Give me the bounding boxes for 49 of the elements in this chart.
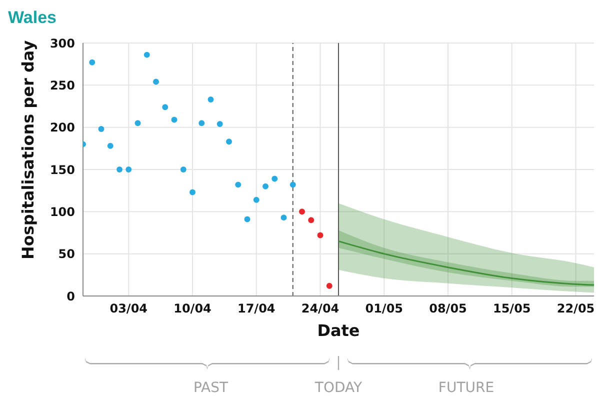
point [198,120,205,126]
point [126,166,132,172]
point [89,59,96,66]
text: FUTURE [438,380,494,396]
point [171,116,178,123]
point [180,166,186,172]
point [253,196,260,203]
x-tick-label: 22/05 [556,302,595,316]
point [290,182,296,188]
point [317,232,324,238]
point [216,120,223,127]
y-tick-label: 200 [50,120,75,135]
x-tick-label: 01/05 [365,302,404,316]
point [134,120,141,126]
text: TODAY [314,380,363,396]
x-tick-label: 17/04 [237,302,276,316]
y-tick-label: 100 [50,204,75,219]
text: PAST [193,380,228,396]
x-tick-label: 24/04 [301,302,340,316]
point [326,282,332,289]
chart-title: Wales [8,8,57,28]
y-tick-label: 300 [50,36,75,50]
point [299,208,305,215]
point [153,78,159,85]
y-tick-label: 150 [50,162,75,177]
x-tick-label: 03/04 [110,302,148,316]
point [107,142,114,149]
point [208,96,214,102]
point [308,217,314,224]
x-tick-label: 08/05 [429,302,467,316]
x-tick-label: 15/05 [492,302,531,316]
y-tick-label: 250 [50,78,75,92]
line-series [338,240,594,286]
point [98,126,104,132]
point [226,138,232,145]
point [280,214,287,221]
point [235,182,242,188]
point [244,216,250,222]
point [144,52,150,58]
y-tick-label: 0 [66,289,75,304]
y-tick-label: 50 [58,247,75,262]
point [162,104,168,110]
point [262,183,268,190]
point [272,176,278,182]
x-tick-label: 10/04 [174,302,212,316]
point [190,189,196,196]
x-axis-title: Date [317,321,360,340]
point [116,166,122,172]
y-axis-title: Hospitalisations per day [18,40,38,260]
